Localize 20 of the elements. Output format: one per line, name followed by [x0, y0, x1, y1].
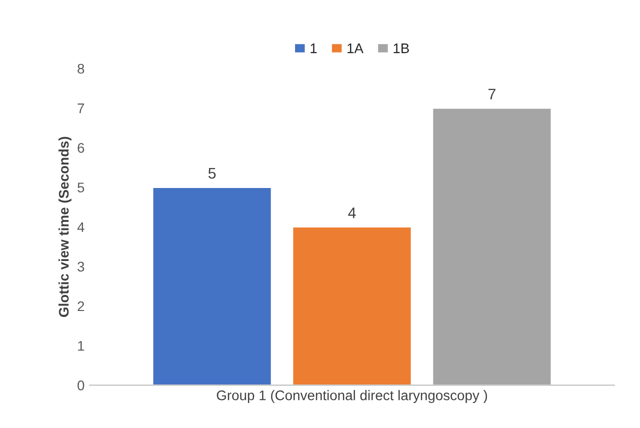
y-axis-title: Glottic view time (Seconds)	[58, 136, 72, 317]
legend-label: 1B	[394, 44, 409, 54]
bar	[152, 186, 272, 386]
legend-label: 1A	[348, 44, 364, 54]
y-tick-label: 2	[78, 301, 84, 312]
y-tick-label: 0	[78, 380, 84, 390]
bar	[292, 226, 412, 386]
y-tick-label: 8	[78, 64, 84, 74]
y-tick-label: 3	[78, 262, 84, 272]
legend-label: 1	[310, 44, 317, 54]
x-tick-label: Group 1 (Conventional direct laryngoscopy )	[216, 390, 488, 404]
y-tick-label: 4	[77, 222, 84, 232]
y-tick-label: 6	[78, 142, 84, 153]
data-label: 7	[488, 88, 496, 100]
bar	[432, 107, 552, 386]
y-tick-label: 7	[78, 104, 84, 114]
data-label: 5	[208, 168, 216, 179]
y-tick-label: 1	[78, 341, 84, 351]
y-tick-label: 5	[78, 182, 84, 192]
data-label: 4	[348, 208, 356, 218]
